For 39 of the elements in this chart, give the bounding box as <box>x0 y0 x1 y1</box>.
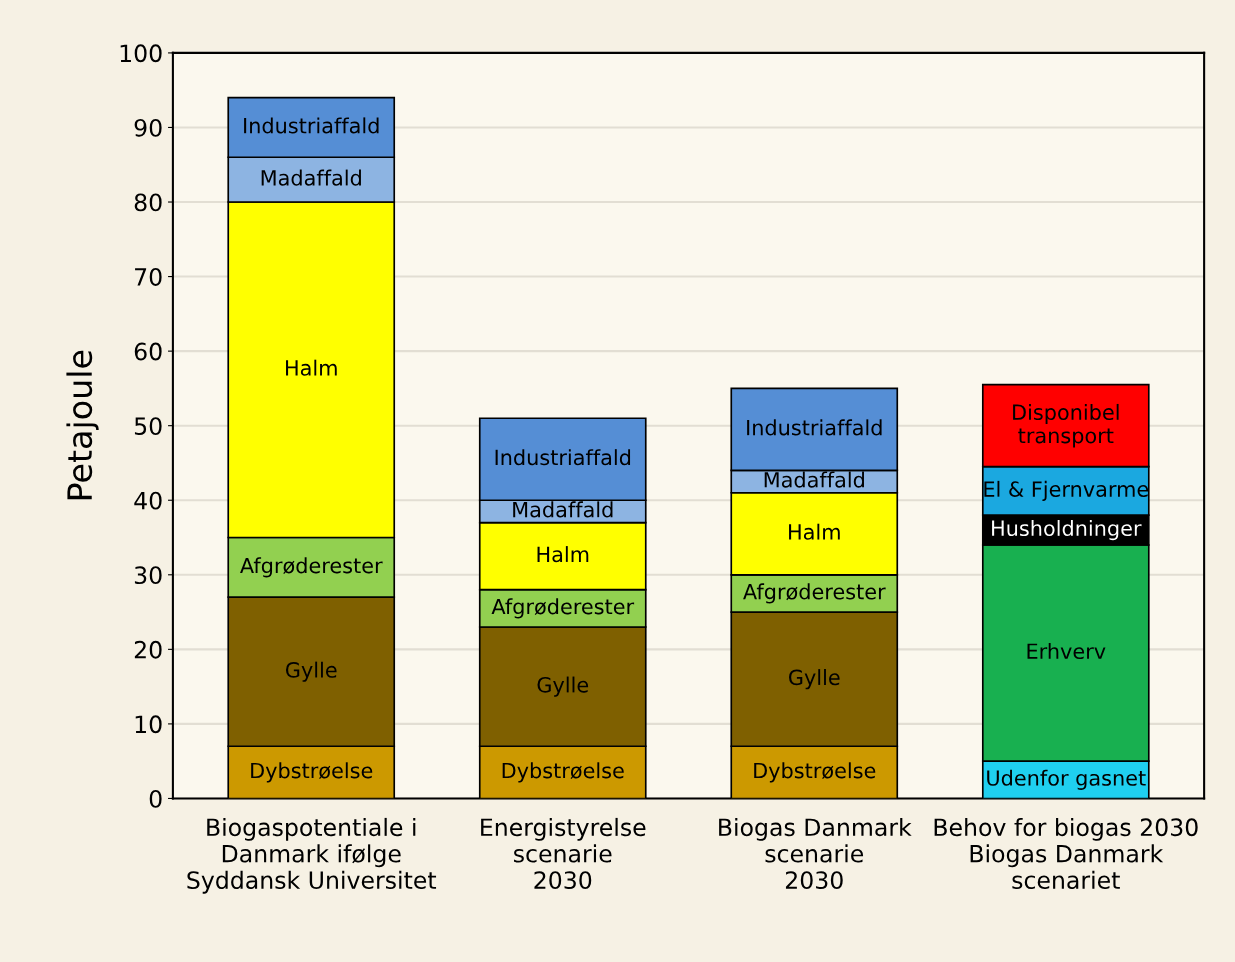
series-label: Dybstrøelse <box>251 762 373 783</box>
y-tick-label: 50 <box>134 417 162 435</box>
y-tick-label: 0 <box>149 789 162 808</box>
text: Madaffald <box>261 169 361 186</box>
series-label: El & Fjernvarme <box>984 480 1149 501</box>
series-label: Erhverv <box>1027 643 1106 660</box>
text: Afgrøderester <box>743 583 886 604</box>
series-label: Disponibel transport <box>1013 403 1119 448</box>
y-tick-label: 30 <box>134 566 162 585</box>
x-tick-label: Biogas Danmark scenarie 2030 <box>719 817 912 890</box>
series-label: Gylle <box>537 676 589 697</box>
x-tick-label: Energistyrelse scenarie 2030 <box>481 817 646 890</box>
text: Industriaffald <box>495 449 631 466</box>
y-tick-label: 90 <box>134 118 162 137</box>
text: Gylle <box>285 661 337 682</box>
y-tick-label: 60 <box>134 342 162 361</box>
text: Halm <box>789 523 840 540</box>
y-tick-label: 100 <box>120 44 162 63</box>
text: Afgrøderester <box>240 557 383 578</box>
text: Industriaffald <box>747 419 882 436</box>
series-label: Industriaffald <box>244 117 379 134</box>
text: Gylle <box>789 669 840 690</box>
y-axis-title: Petajoule <box>66 350 99 500</box>
y-tick-label: 40 <box>134 491 162 510</box>
series-label: Halm <box>537 546 589 563</box>
text: Dybstrøelse <box>754 762 876 783</box>
y-tick-label: 70 <box>135 268 162 286</box>
text: Madaffald <box>764 471 864 488</box>
y-tick-label: 10 <box>135 715 162 734</box>
text: Halm <box>286 359 337 376</box>
y-tick-label: 20 <box>134 640 162 659</box>
series-label: Udenfor gasnet <box>987 769 1146 790</box>
series-label: Afgrøderester <box>491 598 635 619</box>
y-tick-label: 80 <box>134 193 162 212</box>
text: Dybstrøelse <box>502 762 624 783</box>
series-label: Madaffald <box>513 501 613 518</box>
series-label: Husholdninger <box>992 519 1142 541</box>
x-tick-label: Behov for biogas 2030 Biogas Danmark scenariet <box>934 817 1198 890</box>
x-tick-label: Biogaspotentiale i Danmark ifølge Syddansk Universitet <box>187 817 437 894</box>
